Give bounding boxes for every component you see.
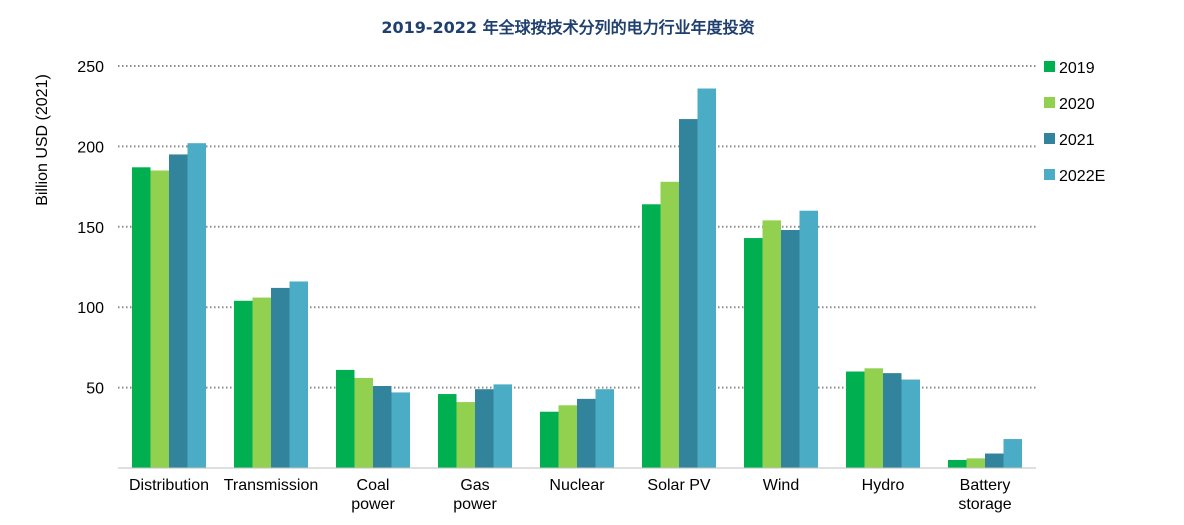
bar [391, 392, 410, 468]
x-category-label: Battery storage [958, 477, 1011, 513]
bar [985, 453, 1004, 468]
x-category-label: Nuclear [549, 477, 605, 494]
legend-swatch [1044, 61, 1055, 72]
bar [475, 389, 494, 468]
y-axis-ticks: 50 100 150 200 250 [77, 59, 104, 398]
x-category-label: Wind [763, 477, 799, 494]
x-category-label: Hydro [862, 477, 905, 494]
bar [336, 369, 355, 468]
bars [132, 88, 1022, 469]
bar [744, 238, 763, 468]
bar [354, 377, 373, 468]
bar [697, 88, 716, 469]
bar [781, 230, 800, 468]
bar [150, 170, 169, 468]
x-category-label: Distribution [129, 477, 209, 494]
bar [438, 394, 457, 468]
bar [577, 398, 596, 468]
y-tick-label: 50 [86, 381, 104, 398]
legend-label: 2021 [1059, 132, 1095, 149]
legend-label: 2020 [1059, 96, 1095, 113]
legend: 2019 2020 2021 2022E [1044, 60, 1105, 185]
bar [187, 143, 206, 468]
legend-swatch [1044, 133, 1055, 144]
bar [642, 204, 661, 468]
y-axis-label: Billion USD (2021) [34, 74, 51, 206]
bar [1003, 439, 1022, 468]
bar [762, 220, 781, 468]
y-tick-label: 200 [77, 139, 104, 156]
bar [883, 373, 902, 468]
x-category-label: Coal power [351, 477, 395, 513]
bar [289, 281, 308, 468]
chart-title: 2019-2022 年全球按技术分列的电力行业年度投资 [381, 18, 754, 37]
y-tick-label: 150 [77, 220, 104, 237]
legend-swatch [1044, 169, 1055, 180]
y-tick-label: 250 [77, 59, 104, 76]
x-category-label: Solar PV [647, 477, 710, 494]
bar [966, 458, 985, 468]
x-category-label: Gas power [453, 477, 497, 513]
bar [948, 459, 967, 468]
bar [846, 371, 865, 468]
bar [595, 389, 614, 468]
x-category-label: Transmission [224, 477, 319, 494]
legend-swatch [1044, 97, 1055, 108]
x-axis-categories: Distribution Transmission Coal power Gas powe… [129, 477, 1012, 513]
bar [234, 300, 253, 468]
bar [799, 210, 818, 468]
bar [271, 287, 290, 468]
bar [252, 297, 271, 468]
bar [456, 402, 475, 468]
bar [540, 411, 559, 468]
legend-label: 2022E [1059, 168, 1105, 185]
bar [864, 368, 883, 468]
bar [901, 379, 920, 468]
bar [679, 119, 698, 469]
bar [373, 385, 392, 468]
bar [558, 405, 577, 468]
bar [493, 384, 512, 468]
bar [660, 181, 679, 468]
bar [132, 167, 151, 468]
legend-label: 2019 [1059, 60, 1095, 77]
bar [169, 154, 188, 468]
y-tick-label: 100 [77, 300, 104, 317]
